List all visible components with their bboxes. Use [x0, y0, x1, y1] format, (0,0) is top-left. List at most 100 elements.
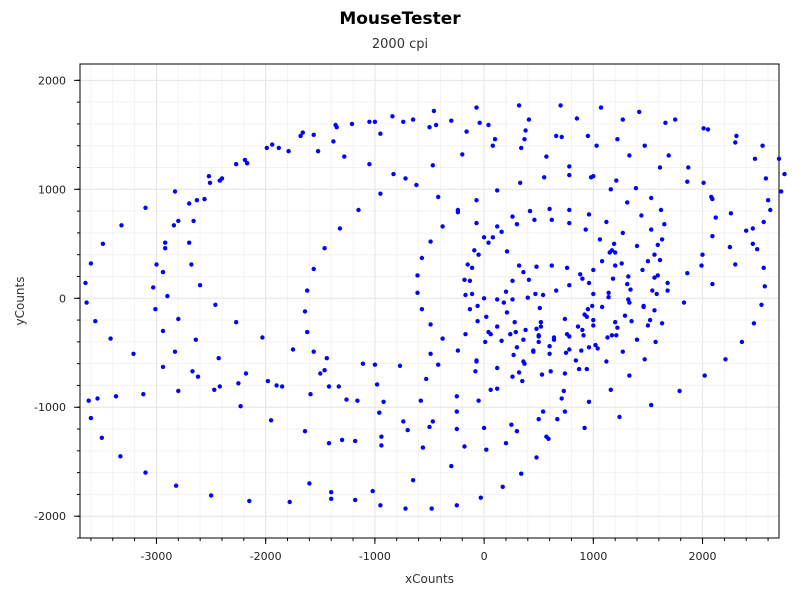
y-tick-label: 0	[59, 292, 66, 305]
data-point	[324, 356, 329, 361]
data-point	[546, 436, 551, 441]
data-point	[212, 387, 217, 392]
data-point	[709, 194, 714, 200]
data-point	[355, 398, 360, 403]
data-point	[665, 280, 670, 286]
data-point	[428, 322, 433, 327]
data-point	[206, 174, 212, 179]
data-point	[645, 323, 651, 328]
data-point	[649, 227, 654, 232]
data-point	[551, 337, 557, 342]
data-point	[628, 287, 633, 292]
data-point	[429, 506, 434, 511]
data-point	[88, 261, 94, 266]
data-point	[379, 443, 384, 448]
data-point	[761, 219, 766, 225]
data-point	[580, 327, 585, 333]
data-point	[595, 346, 600, 351]
data-point	[519, 471, 524, 476]
data-point	[108, 336, 113, 341]
data-point	[504, 310, 510, 315]
data-point	[378, 191, 383, 196]
data-point	[410, 117, 416, 122]
x-tick-label: -1000	[359, 550, 391, 563]
data-point	[503, 441, 509, 446]
data-point	[558, 103, 563, 108]
data-point	[516, 263, 522, 268]
data-point	[449, 463, 454, 469]
data-point	[486, 240, 491, 245]
data-point	[622, 313, 628, 318]
data-point	[626, 297, 631, 302]
data-point	[562, 316, 568, 322]
data-point	[113, 394, 119, 399]
data-point	[465, 262, 470, 267]
data-point	[202, 196, 207, 202]
data-point	[580, 276, 585, 281]
data-point	[516, 370, 522, 375]
data-point	[88, 415, 94, 421]
y-tick-label: -2000	[34, 510, 66, 523]
data-point	[143, 470, 148, 475]
data-point	[655, 273, 660, 278]
data-point	[488, 387, 493, 392]
data-point	[462, 444, 467, 449]
data-point	[657, 257, 663, 263]
data-point	[481, 235, 487, 240]
data-point	[702, 373, 707, 378]
data-point	[705, 127, 711, 132]
data-point	[187, 240, 192, 245]
data-point	[454, 426, 459, 432]
data-point	[536, 417, 541, 422]
data-point	[305, 329, 310, 335]
data-point	[645, 259, 651, 264]
data-point	[194, 198, 200, 203]
data-point	[356, 207, 361, 213]
data-point	[597, 237, 603, 242]
data-point	[652, 275, 657, 280]
data-point	[521, 269, 526, 275]
data-point	[562, 409, 568, 414]
data-point	[663, 120, 668, 126]
data-point	[513, 329, 518, 335]
data-point	[454, 503, 459, 508]
data-point	[143, 205, 148, 210]
x-tick-label: 0	[481, 550, 488, 563]
data-point	[495, 386, 500, 391]
data-point	[579, 348, 584, 353]
data-point	[455, 207, 461, 213]
data-point	[574, 116, 580, 121]
data-point	[650, 288, 655, 293]
data-point	[476, 252, 481, 257]
data-point	[302, 309, 308, 314]
data-point	[750, 226, 755, 231]
data-point	[586, 399, 592, 404]
data-point	[701, 126, 706, 131]
data-point	[86, 398, 91, 403]
data-point	[586, 212, 592, 217]
data-point	[326, 384, 332, 389]
data-point	[652, 252, 657, 257]
data-point	[234, 320, 239, 325]
data-point	[308, 392, 313, 397]
data-point	[415, 273, 420, 278]
data-point	[504, 249, 510, 254]
data-point	[514, 222, 520, 227]
data-point	[564, 265, 570, 270]
data-point	[639, 213, 644, 218]
data-point	[234, 162, 239, 167]
data-point	[620, 349, 625, 354]
data-point	[474, 198, 479, 203]
data-point	[264, 145, 269, 151]
data-point	[760, 143, 765, 148]
data-point	[604, 219, 609, 225]
data-point	[540, 409, 546, 414]
data-point	[640, 267, 645, 273]
data-point	[559, 134, 564, 140]
data-point	[751, 321, 757, 326]
data-point	[627, 153, 632, 158]
data-point	[521, 337, 526, 342]
data-point	[83, 280, 88, 286]
y-tick-label: -1000	[34, 401, 66, 414]
data-point	[428, 239, 433, 244]
